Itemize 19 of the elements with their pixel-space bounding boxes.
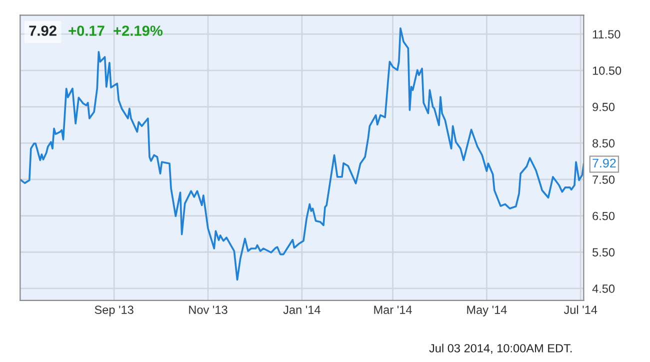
x-tick-label: Sep '13 [94,306,134,316]
annotation: 7.92 [592,158,616,168]
x-tick-label: May '14 [467,306,507,316]
x-tick-label: Nov '13 [189,306,228,314]
y-tick-label: 10.50 [592,66,622,75]
x-tick-label: Mar '14 [374,306,412,314]
text: 7.92 [29,26,56,36]
line-series [20,27,584,281]
text: Jul 03 2014, 10:00AM EDT. [429,344,572,354]
text: +0.17 +2.19% [68,26,163,36]
y-tick-label: 9.50 [592,102,615,112]
y-tick-label: 11.50 [592,30,620,38]
x-tick-label: Jul '14 [564,305,598,314]
y-tick-label: 5.50 [592,248,615,257]
y-tick-label: 7.50 [592,175,615,184]
y-tick-label: 4.50 [592,284,615,293]
x-tick-label: Jan '14 [283,306,320,314]
y-tick-label: 8.50 [592,139,615,148]
y-tick-label: 6.50 [592,212,615,220]
